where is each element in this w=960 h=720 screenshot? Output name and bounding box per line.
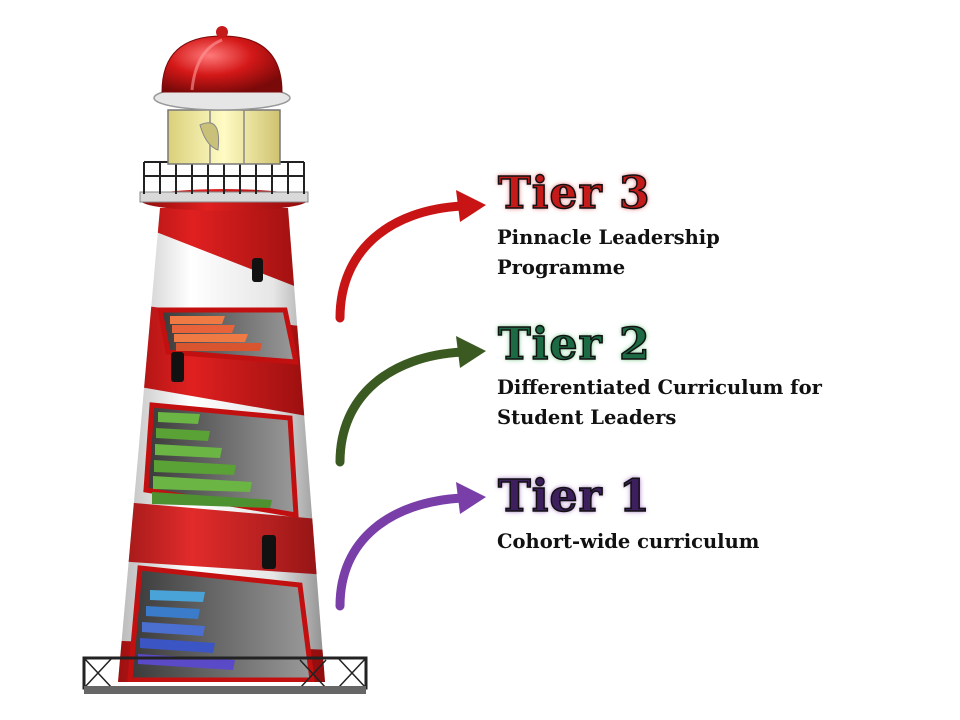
window — [171, 352, 184, 382]
arrow-tier-2 — [335, 336, 486, 467]
window — [262, 535, 276, 569]
tier-2-description-line: Student Leaders — [497, 406, 677, 429]
tier-1-title: Tier 1 — [497, 471, 651, 522]
arrow-tier-1 — [335, 482, 486, 611]
lighthouse-gallery — [139, 26, 309, 211]
arrow-tier-3 — [335, 190, 486, 323]
tier-2-description: Differentiated Curriculum for Student Le… — [497, 373, 822, 433]
tier-3-description: Pinnacle Leadership Programme — [497, 223, 720, 283]
window — [252, 258, 263, 282]
tier-2-description-line: Differentiated Curriculum for — [497, 376, 822, 399]
tier-2-title: Tier 2 — [497, 319, 651, 370]
stairs-orange — [170, 316, 262, 351]
tier-1-description: Cohort-wide curriculum — [497, 527, 759, 557]
lighthouse-tower — [118, 208, 325, 682]
tier-1-description-line: Cohort-wide curriculum — [497, 530, 760, 553]
tier-3-description-line: Pinnacle Leadership — [497, 226, 720, 249]
tier-3-title: Tier 3 — [497, 168, 651, 219]
lighthouse-base — [82, 656, 368, 694]
tier-3-description-line: Programme — [497, 256, 626, 279]
stairs-green — [152, 412, 272, 508]
